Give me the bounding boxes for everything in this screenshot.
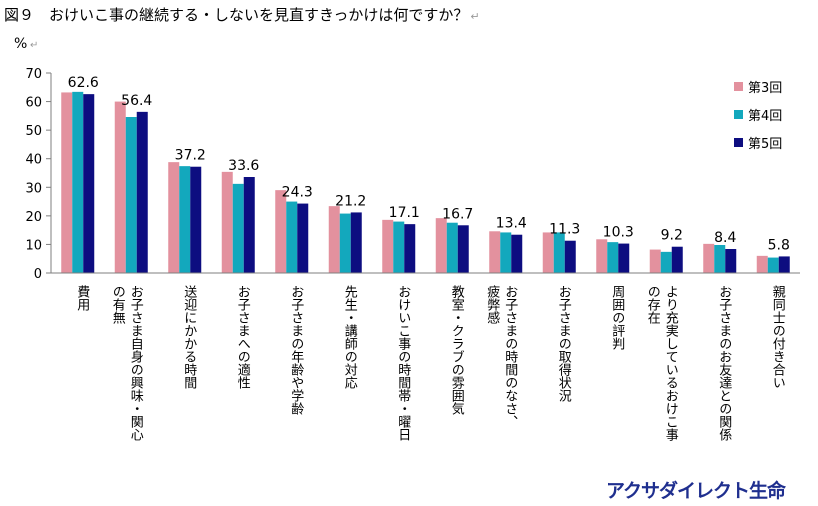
bar-4-11: [660, 251, 672, 273]
category-label: お子さまの取得状況: [556, 285, 572, 402]
chart-title: 図９ おけいこ事の継続する・しないを見直すきっかけは何ですか？ ↵: [4, 4, 480, 25]
y-tick-label: 50: [25, 124, 42, 139]
bar-3-8: [489, 231, 501, 273]
y-tick-label: 0: [34, 267, 42, 282]
data-label: 8.4: [714, 230, 736, 246]
y-tick-label: 70: [25, 67, 42, 82]
bar-5-3: [243, 177, 255, 273]
bar-3-7: [435, 218, 447, 273]
data-label: 5.8: [768, 237, 790, 253]
bar-3-9: [542, 232, 554, 273]
category-label: お子さまのお友達との関係: [716, 285, 732, 441]
bar-5-6: [404, 224, 416, 273]
legend-label: 第5回: [748, 137, 782, 152]
y-tick-label: 60: [25, 96, 42, 111]
data-label: 21.2: [335, 193, 366, 209]
category-label: の存在: [645, 285, 661, 324]
bar-3-13: [756, 255, 768, 273]
y-axis-label: %: [14, 36, 27, 52]
bar-4-10: [607, 242, 619, 273]
bar-3-4: [275, 190, 287, 273]
category-label: 教室・クラブの雰囲気: [449, 284, 465, 416]
category-label: お子さま自身の興味・関心: [128, 285, 144, 441]
bar-5-0: [83, 94, 95, 274]
bar-4-7: [446, 222, 458, 273]
bar-3-11: [649, 249, 661, 273]
y-axis-return-mark: ↵: [30, 40, 38, 51]
bar-4-6: [393, 221, 405, 273]
y-tick-label: 40: [25, 153, 42, 168]
bar-3-2: [168, 162, 180, 273]
data-label: 16.7: [442, 206, 473, 222]
bar-3-12: [703, 243, 715, 273]
category-label: 親同士の付き合い: [770, 285, 786, 389]
data-label: 56.4: [121, 93, 152, 109]
bar-3-5: [328, 206, 340, 273]
bar-5-11: [671, 246, 683, 273]
chart-title-text: 図９ おけいこ事の継続する・しないを見直すきっかけは何ですか？: [4, 6, 469, 24]
bar-3-0: [61, 92, 73, 273]
legend-swatch-4: [734, 110, 743, 119]
category-label: 先生・講師の対応: [342, 285, 358, 390]
category-label: お子さまの年齢や学齢: [288, 285, 304, 415]
bar-5-5: [350, 212, 362, 273]
bar-5-8: [511, 234, 523, 273]
bar-4-1: [125, 117, 137, 273]
category-label: 費用: [74, 285, 90, 312]
category-label: 周囲の評判: [609, 285, 625, 351]
bar-3-6: [382, 219, 394, 273]
bar-4-13: [767, 257, 779, 273]
category-label: 送迎にかかる時間: [181, 285, 197, 390]
data-label: 62.6: [68, 75, 99, 91]
bar-5-12: [725, 249, 737, 273]
brand-logo-text: アクサダイレクト生命: [606, 480, 786, 502]
data-label: 11.3: [549, 222, 580, 238]
bar-4-5: [339, 213, 351, 273]
bar-3-10: [596, 239, 608, 273]
bar-4-3: [232, 183, 244, 273]
bar-4-8: [500, 232, 512, 273]
data-label: 13.4: [496, 216, 527, 232]
y-tick-label: 10: [25, 238, 42, 253]
bar-5-2: [190, 166, 202, 273]
category-label: おけいこ事の時間帯・曜日: [395, 285, 411, 441]
bar-5-13: [778, 256, 790, 273]
y-tick-label: 30: [25, 181, 42, 196]
bar-5-4: [297, 203, 309, 273]
bar-4-9: [553, 232, 565, 273]
legend-swatch-3: [734, 82, 743, 91]
category-label: より充実しているおけこ事: [663, 285, 679, 441]
legend-swatch-5: [734, 138, 743, 147]
category-label: 疲弊感: [484, 284, 500, 324]
category-label: お子さまへの適性: [235, 285, 251, 389]
data-label: 10.3: [603, 225, 634, 241]
data-label: 24.3: [282, 185, 313, 201]
legend-label: 第3回: [748, 81, 782, 96]
legend-label: 第4回: [748, 109, 782, 124]
data-label: 37.2: [175, 148, 206, 164]
bar-4-12: [714, 245, 726, 273]
bar-5-10: [618, 243, 630, 273]
data-label: 17.1: [389, 205, 420, 221]
bar-4-0: [72, 91, 84, 273]
bar-4-4: [286, 201, 298, 273]
data-label: 9.2: [661, 228, 683, 244]
bar-4-2: [179, 166, 191, 273]
return-mark: ↵: [470, 10, 480, 23]
bar-3-3: [221, 171, 233, 273]
bar-5-9: [564, 240, 576, 273]
category-label: お子さまの時間のなさ、: [502, 285, 518, 428]
y-tick-label: 20: [25, 210, 42, 225]
bar-3-1: [114, 101, 126, 273]
category-label: の有無: [110, 285, 126, 324]
bar-5-7: [457, 225, 469, 273]
data-label: 33.6: [228, 158, 259, 174]
bar-5-1: [136, 111, 148, 273]
